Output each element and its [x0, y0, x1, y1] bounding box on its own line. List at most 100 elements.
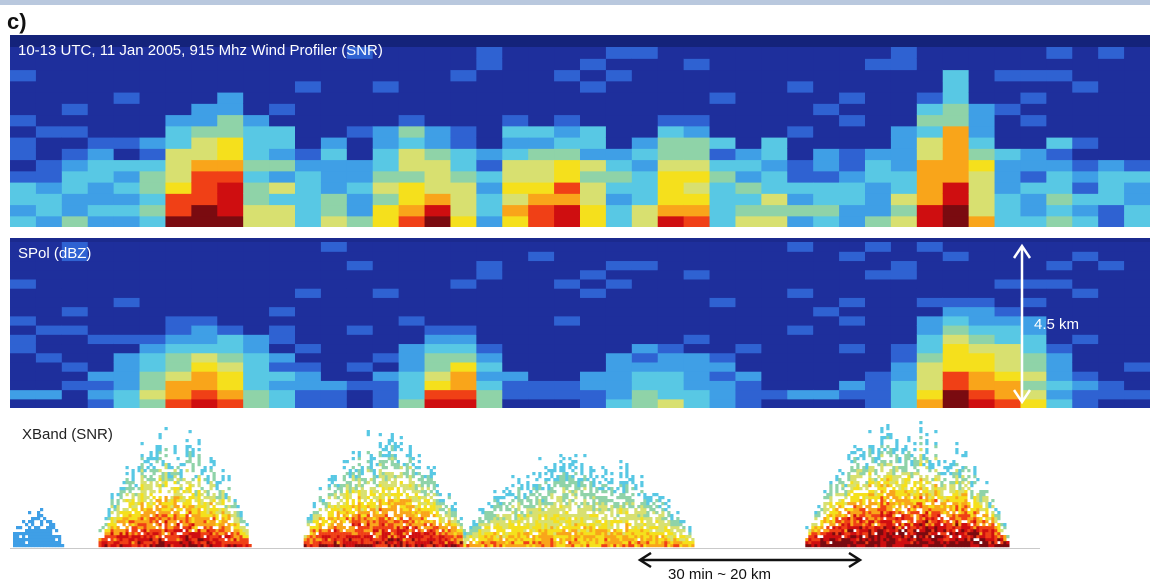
- svg-spol-cell: [631, 343, 659, 354]
- xband-echo-pixel: [441, 526, 445, 530]
- svg-profiler-cell: [346, 58, 374, 71]
- svg-spol-cell: [346, 361, 374, 372]
- svg-profiler-cell: [968, 193, 996, 206]
- xband-echo-pixel: [372, 502, 376, 506]
- svg-spol-cell: [709, 389, 737, 400]
- xband-echo-pixel: [435, 511, 439, 515]
- svg-profiler-cell: [424, 215, 452, 227]
- xband-echo-pixel: [233, 544, 237, 548]
- xband-echo-pixel: [619, 505, 623, 509]
- xband-echo-pixel: [339, 490, 343, 494]
- xband-echo-pixel: [387, 541, 391, 545]
- svg-spol-cell: [476, 371, 503, 381]
- xband-echo-pixel: [502, 526, 506, 530]
- svg-spol-cell: [476, 334, 503, 345]
- xband-echo-pixel: [25, 523, 29, 527]
- xband-echo-pixel: [399, 484, 403, 488]
- xband-echo-pixel: [658, 505, 662, 509]
- xband-echo-pixel: [363, 481, 367, 485]
- xband-echo-pixel: [167, 520, 171, 524]
- xband-echo-pixel: [499, 535, 503, 539]
- svg-spol-cell: [813, 278, 840, 289]
- xband-echo-pixel: [387, 544, 391, 548]
- xband-echo-pixel: [170, 487, 174, 491]
- svg-profiler-cell: [10, 92, 37, 104]
- xband-echo-pixel: [847, 541, 851, 545]
- xband-echo-pixel: [823, 544, 827, 548]
- xband-echo-pixel: [408, 457, 412, 461]
- xband-echo-pixel: [188, 538, 192, 542]
- xband-echo-pixel: [155, 508, 159, 512]
- svg-profiler-cell: [761, 92, 788, 104]
- svg-spol-cell: [709, 334, 737, 345]
- xband-echo-pixel: [438, 532, 442, 536]
- xband-echo-pixel: [137, 502, 141, 506]
- svg-profiler-cell: [787, 137, 814, 149]
- svg-profiler-cell: [1098, 215, 1125, 227]
- xband-echo-pixel: [122, 538, 126, 542]
- svg-profiler-cell: [424, 204, 452, 217]
- xband-echo-pixel: [583, 454, 587, 458]
- xband-echo-pixel: [13, 538, 17, 542]
- xband-echo-pixel: [245, 523, 249, 527]
- xband-echo-pixel: [544, 532, 548, 536]
- svg-profiler-cell: [839, 69, 866, 82]
- xband-echo-pixel: [463, 532, 467, 536]
- svg-spol-cell: [450, 288, 477, 298]
- svg-spol-cell: [450, 361, 477, 372]
- svg-profiler-cell: [890, 182, 918, 194]
- xband-echo-pixel: [595, 541, 599, 545]
- svg-spol-cell: [346, 251, 374, 262]
- xband-echo-pixel: [369, 544, 373, 548]
- xband-echo-pixel: [820, 532, 824, 536]
- xband-echo-pixel: [598, 499, 602, 503]
- xband-echo-pixel: [532, 535, 536, 539]
- xband-echo-pixel: [514, 541, 518, 545]
- xband-echo-pixel: [499, 496, 503, 500]
- svg-spol-cell: [1020, 288, 1047, 298]
- xband-echo-pixel: [589, 481, 593, 485]
- xband-echo-pixel: [134, 505, 138, 509]
- xband-echo-pixel: [859, 526, 863, 530]
- xband-echo-pixel: [456, 544, 460, 548]
- xband-echo-pixel: [859, 523, 863, 527]
- xband-echo-pixel: [417, 535, 421, 539]
- svg-profiler-cell: [35, 204, 63, 217]
- xband-echo-pixel: [131, 532, 135, 536]
- svg-profiler-cell: [1098, 159, 1125, 172]
- xband-echo-pixel: [601, 523, 605, 527]
- xband-echo-pixel: [541, 508, 545, 512]
- xband-echo-pixel: [140, 487, 144, 491]
- xband-echo-pixel: [306, 520, 310, 524]
- xband-echo-pixel: [652, 532, 656, 536]
- xband-echo-pixel: [348, 541, 352, 545]
- xband-echo-pixel: [363, 520, 367, 524]
- svg-spol-cell: [709, 251, 737, 262]
- xband-echo-pixel: [336, 487, 340, 491]
- svg-spol-cell: [580, 325, 607, 335]
- xband-echo-pixel: [194, 508, 198, 512]
- xband-echo-pixel: [586, 514, 590, 518]
- xband-echo-pixel: [173, 517, 177, 521]
- xband-echo-pixel: [643, 502, 647, 506]
- xband-echo-pixel: [661, 511, 665, 515]
- svg-spol-cell: [191, 343, 218, 354]
- xband-echo-pixel: [429, 475, 433, 479]
- xband-echo-pixel: [40, 523, 44, 527]
- svg-profiler-cell: [217, 103, 244, 116]
- xband-echo-pixel: [31, 517, 35, 521]
- svg-profiler-cell: [631, 148, 659, 161]
- svg-profiler-cell: [372, 103, 400, 116]
- xband-echo-pixel: [146, 478, 150, 482]
- xband-echo-pixel: [125, 529, 129, 533]
- xband-echo-pixel: [176, 538, 180, 542]
- xband-echo-pixel: [673, 541, 677, 545]
- svg-spol-cell: [813, 297, 840, 308]
- svg-profiler-cell: [10, 148, 37, 161]
- xband-echo-pixel: [655, 529, 659, 533]
- xband-echo-pixel: [393, 481, 397, 485]
- svg-profiler-cell: [113, 80, 141, 93]
- xband-echo-pixel: [466, 535, 470, 539]
- xband-echo-pixel: [832, 511, 836, 515]
- xband-echo-pixel: [643, 517, 647, 521]
